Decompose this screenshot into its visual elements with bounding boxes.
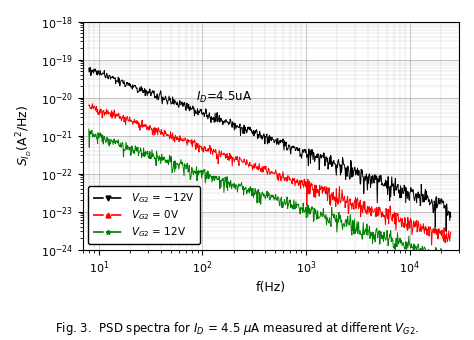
Y-axis label: $S_{I_D}$(A$^2$/Hz): $S_{I_D}$(A$^2$/Hz): [15, 105, 35, 166]
Text: $I_D$=4.5uA: $I_D$=4.5uA: [196, 90, 252, 105]
X-axis label: f(Hz): f(Hz): [256, 282, 286, 294]
Legend: $V_{G2}$ = $-$12V, $V_{G2}$ = 0V, $V_{G2}$ = 12V: $V_{G2}$ = $-$12V, $V_{G2}$ = 0V, $V_{G2…: [88, 186, 200, 244]
Text: Fig. 3.  PSD spectra for $I_D$ = 4.5 $\mu$A measured at different $V_{G2}$.: Fig. 3. PSD spectra for $I_D$ = 4.5 $\mu…: [55, 320, 419, 337]
